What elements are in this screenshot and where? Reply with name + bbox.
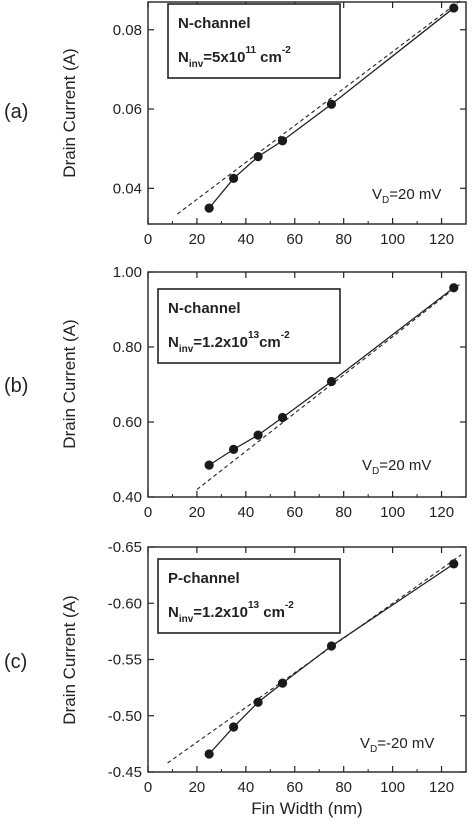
y-tick-label: 0.08 — [113, 22, 142, 39]
y-tick-label: 0.04 — [113, 180, 142, 197]
y-tick-label: -0.65 — [108, 539, 142, 556]
panel-label: (c) — [4, 651, 27, 673]
x-tick-label: 80 — [335, 504, 352, 521]
legend-inversion-density: Ninv=5x1011 cm-2 — [178, 45, 291, 70]
x-tick-label: 20 — [189, 231, 206, 248]
x-tick-label: 120 — [429, 779, 454, 796]
x-tick-label: 60 — [286, 779, 303, 796]
data-point — [229, 444, 239, 454]
chart-panel-2: 0 20 40 60 80 100 120 0.40 0.60 0.80 1.00 (b) Drain … — [4, 264, 467, 521]
x-tick-label: 0 — [144, 504, 152, 521]
y-tick-label: -0.60 — [108, 595, 142, 612]
drain-voltage-annotation: VD=20 mV — [372, 186, 441, 206]
x-tick-label: 100 — [380, 231, 405, 248]
data-point — [253, 697, 263, 707]
plot-frame — [147, 271, 467, 498]
x-tick-label: 120 — [429, 504, 454, 521]
data-point — [253, 430, 263, 440]
drain-voltage-annotation: VD=-20 mV — [360, 735, 434, 755]
x-tick-label: 40 — [238, 504, 255, 521]
series-line — [208, 287, 455, 466]
fit-line-dashed — [167, 554, 462, 764]
x-tick-label: 60 — [286, 231, 303, 248]
data-point — [277, 412, 288, 423]
legend-channel-type: N-channel — [178, 15, 251, 32]
x-tick-label: 40 — [238, 779, 255, 796]
data-point — [229, 722, 239, 732]
y-tick-label: 0.60 — [113, 414, 142, 431]
y-tick-label: 0.40 — [113, 489, 142, 506]
data-point — [326, 99, 337, 109]
x-tick-label: 0 — [144, 231, 152, 248]
x-tick-label: 100 — [380, 504, 405, 521]
y-axis-label: Drain Current (A) — [60, 595, 79, 724]
data-point — [326, 641, 337, 651]
series-line — [208, 563, 455, 755]
fit-line-dashed — [177, 0, 462, 215]
x-tick-label: 20 — [189, 504, 206, 521]
panel-label: (b) — [4, 375, 28, 397]
legend-box — [157, 288, 341, 364]
data-point — [449, 3, 459, 13]
x-axis-label: Fin Width (nm) — [251, 799, 362, 818]
y-axis-label: Drain Current (A) — [60, 48, 79, 177]
data-point — [277, 136, 288, 146]
data-point — [326, 376, 337, 387]
x-tick-label: 0 — [144, 779, 152, 796]
data-point — [229, 173, 239, 184]
y-axis-label: Drain Current (A) — [60, 319, 79, 448]
y-tick-label: 0.80 — [113, 339, 142, 356]
x-tick-label: 20 — [189, 779, 206, 796]
legend-channel-type: P-channel — [168, 570, 240, 587]
drain-voltage-annotation: VD=20 mV — [362, 457, 431, 477]
y-tick-label: 0.06 — [113, 101, 142, 118]
x-tick-label: 100 — [380, 779, 405, 796]
legend-box — [167, 3, 341, 79]
series-line — [208, 7, 455, 209]
data-point — [204, 460, 214, 470]
y-tick-label: -0.50 — [108, 708, 142, 725]
x-tick-label: 60 — [286, 504, 303, 521]
data-point — [277, 678, 288, 688]
x-tick-label: 120 — [429, 231, 454, 248]
legend-inversion-density: Ninv=1.2x1013 cm-2 — [168, 600, 294, 625]
data-point — [204, 749, 214, 759]
legend-channel-type: N-channel — [168, 300, 241, 317]
chart-panel-3: 0 20 40 60 80 100 120 -0.45 -0.50 -0.55 -0.60 -0.65… — [4, 539, 467, 818]
plot-frame — [147, 1, 467, 225]
y-tick-label: 1.00 — [113, 264, 142, 281]
data-point — [449, 283, 459, 293]
x-tick-label: 80 — [335, 779, 352, 796]
panel-label: (a) — [4, 101, 28, 123]
data-point — [204, 203, 214, 213]
legend-box — [157, 558, 341, 634]
y-tick-label: -0.55 — [108, 652, 142, 669]
data-point — [253, 152, 263, 162]
chart-panel-1: 0 20 40 60 80 100 120 0.04 0.06 0.08 (a) Drain Curr… — [4, 0, 467, 248]
data-point — [449, 559, 459, 569]
legend-inversion-density: Ninv=1.2x1013cm-2 — [168, 330, 290, 355]
x-tick-label: 40 — [238, 231, 255, 248]
y-tick-label: -0.45 — [108, 764, 142, 781]
x-tick-label: 80 — [335, 231, 352, 248]
